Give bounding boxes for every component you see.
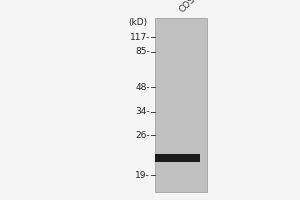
Text: 85-: 85- [135, 47, 150, 56]
Text: 117-: 117- [130, 32, 150, 42]
Text: 26-: 26- [135, 130, 150, 140]
Text: 48-: 48- [135, 82, 150, 92]
Text: COS7: COS7 [178, 0, 202, 14]
Text: 19-: 19- [135, 170, 150, 180]
Bar [155, 154, 200, 162]
Bar [155, 18, 207, 192]
Text: (kD): (kD) [128, 18, 147, 27]
Text: 34-: 34- [135, 108, 150, 116]
